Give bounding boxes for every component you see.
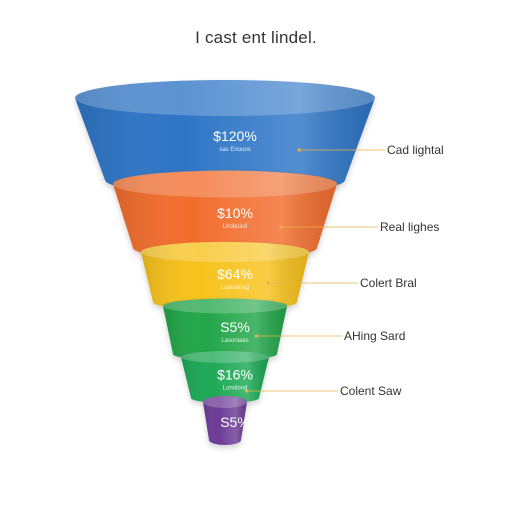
- funnel-segment-shine: [203, 396, 247, 445]
- stage-value-label: S5%: [220, 414, 250, 430]
- funnel-segment-shine: [75, 80, 375, 195]
- callout-label: AHing Sard: [344, 329, 405, 343]
- chart-title: I cast ent lindel.: [195, 28, 317, 47]
- funnel-segment-rim: [163, 298, 287, 314]
- stage-sub-label: Lonolond: [223, 386, 248, 392]
- funnel-segment-shine: [113, 170, 337, 260]
- stage-callout: Cad lightal: [297, 143, 444, 157]
- callout-label: Real lighes: [380, 220, 439, 234]
- funnel-segment-shine: [141, 241, 309, 311]
- stage-callout: Real lighes: [279, 220, 439, 234]
- funnel-segment-rim: [203, 396, 247, 408]
- funnel-stage: S5% Lasoniaes: [163, 298, 287, 361]
- callout-label: Cad lightal: [387, 143, 444, 157]
- callout-dot: [279, 225, 283, 229]
- stage-sub-label: Lasooirtag: [221, 285, 249, 291]
- callout-dot: [254, 334, 258, 338]
- stage-sub-label: sas Enouos: [219, 147, 250, 153]
- stage-value-label: S5%: [220, 319, 250, 335]
- callout-dot: [244, 389, 249, 393]
- stage-value-label: $10%: [217, 205, 253, 221]
- stage-callout: AHing Sard: [254, 329, 405, 343]
- callout-dot: [297, 148, 301, 152]
- callout-label: Colent Saw: [340, 384, 402, 398]
- stage-sub-label: Lasoniaes: [221, 338, 248, 344]
- stage-value-label: $120%: [213, 128, 257, 144]
- funnel-segment-rim: [141, 241, 309, 263]
- callout-dot: [266, 281, 270, 285]
- funnel-stage: $120% sas Enouos: [75, 80, 375, 195]
- funnel-segment-shine: [163, 298, 287, 361]
- funnel-stage: S5%: [203, 396, 250, 445]
- funnel-stage: $64% Lasooirtag: [141, 241, 309, 311]
- funnel-segment-rim: [75, 80, 375, 116]
- stage-callout: Colert Bral: [266, 276, 417, 290]
- funnel-segment-rim: [181, 351, 269, 363]
- funnel-stage: $10% Lhobuicd: [113, 170, 337, 260]
- stage-value-label: $16%: [217, 367, 253, 383]
- stage-value-label: $64%: [217, 266, 253, 282]
- stage-sub-label: Lhobuicd: [223, 224, 247, 230]
- funnel-segment-rim: [113, 170, 337, 198]
- callout-label: Colert Bral: [360, 276, 417, 290]
- stage-callout: Colent Saw: [244, 384, 402, 398]
- funnel-stage: $16% Lonolond: [181, 351, 269, 403]
